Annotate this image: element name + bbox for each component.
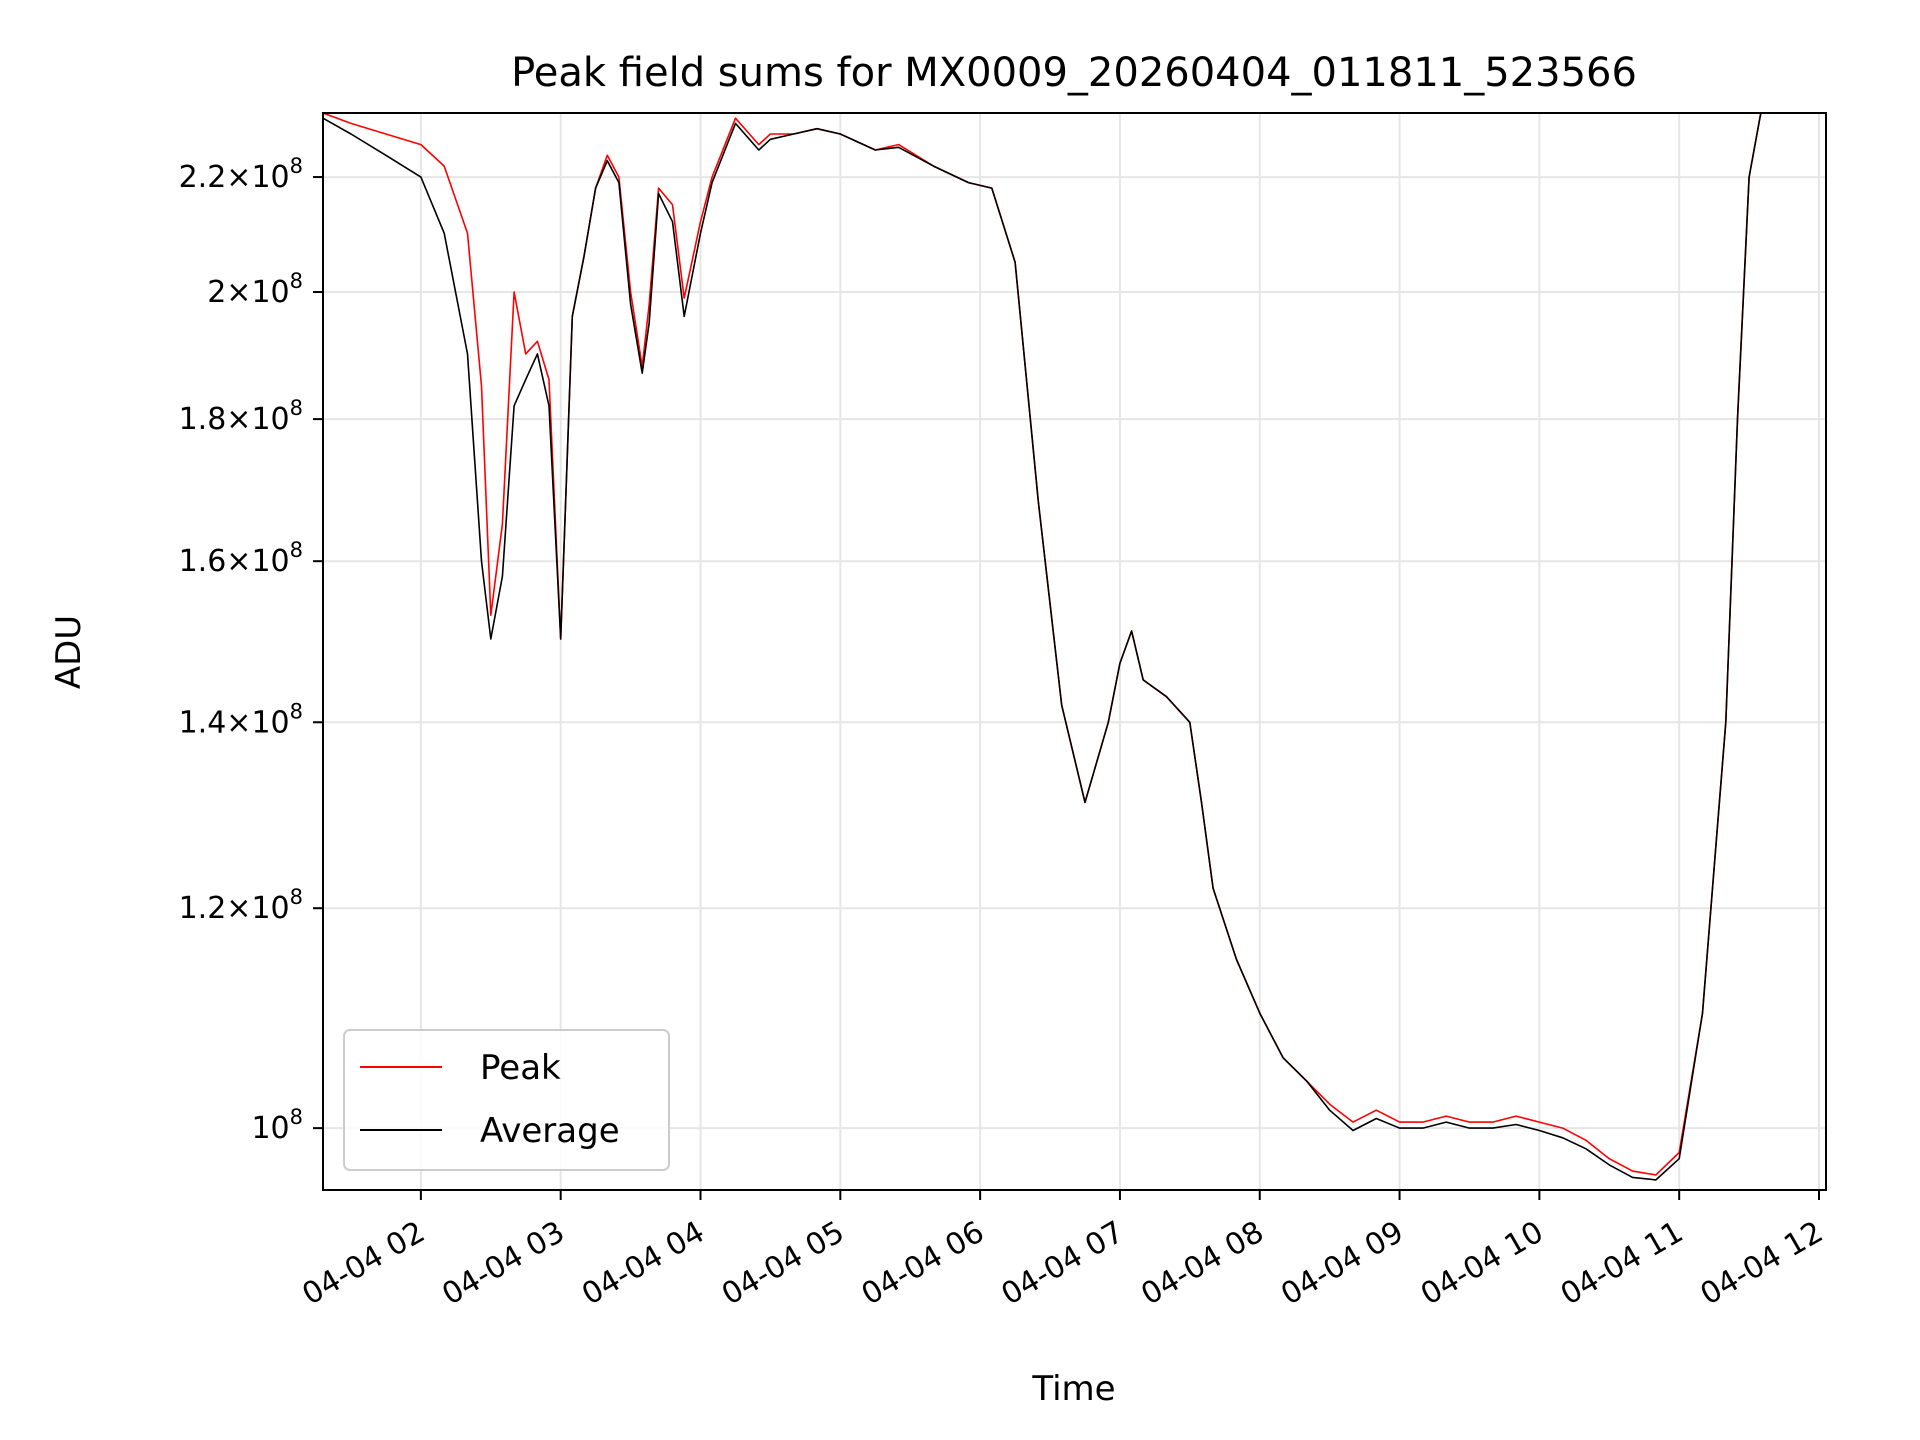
legend: Peak Average (343, 1029, 670, 1171)
y-tick-label: 1.4×108 (179, 699, 303, 740)
y-tick-label: 108 (251, 1105, 303, 1146)
y-tick-label: 1.6×108 (179, 538, 303, 579)
series-layer (322, 112, 1819, 1181)
legend-label-average: Average (480, 1111, 620, 1151)
y-tick-label: 1.8×108 (179, 396, 303, 437)
x-axis-label: Time (1031, 1369, 1115, 1409)
plot-frame (322, 112, 1827, 1191)
y-tick-label: 2×108 (207, 269, 303, 310)
series-line-average (322, 112, 1819, 1181)
legend-label-peak: Peak (480, 1048, 561, 1088)
y-axis-ticks: 108 1.2×108 1.4×108 1.6×108 1.8×108 2×108 2.2×… (179, 154, 323, 1146)
grid (323, 113, 1826, 1190)
legend-box (343, 1029, 670, 1171)
chart-title: Peak field sums for MX0009_20260404_0118… (511, 50, 1637, 96)
y-tick-label: 1.2×108 (179, 885, 303, 926)
y-axis-label: ADU (49, 615, 89, 689)
y-tick-label: 2.2×108 (179, 154, 303, 195)
